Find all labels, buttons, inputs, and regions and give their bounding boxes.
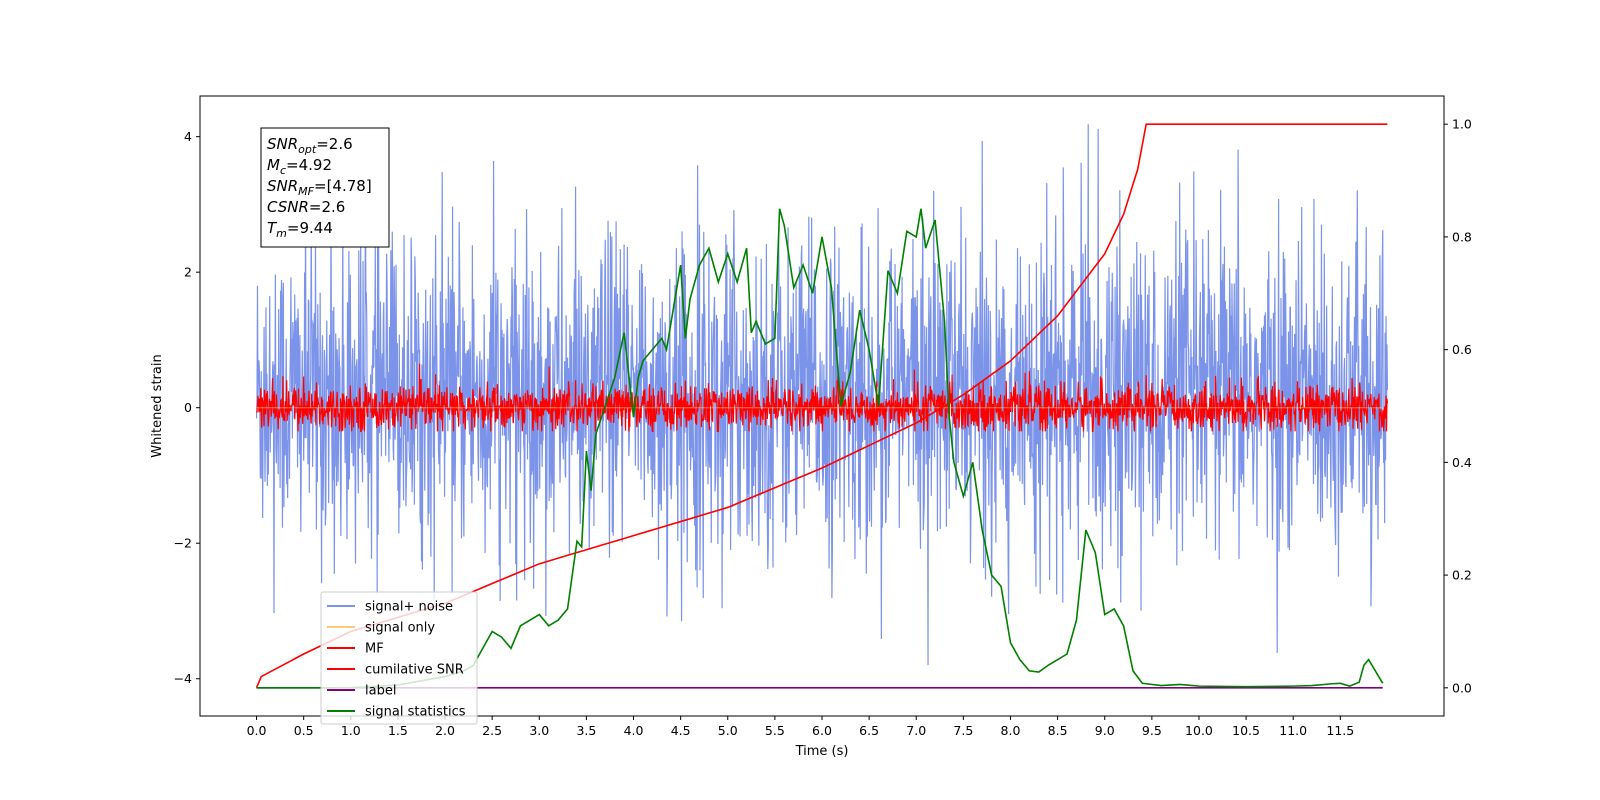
x-tick-label: 7.0 xyxy=(906,723,926,738)
x-tick-label: 6.5 xyxy=(859,723,879,738)
y-left-tick-label: −2 xyxy=(174,536,192,551)
series-signal-statistics xyxy=(256,208,1384,689)
annotation-line: CSNR=2.6 xyxy=(267,198,345,216)
x-tick-label: 2.5 xyxy=(482,723,502,738)
annotation-line: Mc=4.92 xyxy=(267,156,332,177)
y-right-tick-label: 0.8 xyxy=(1452,229,1472,244)
x-tick-label: 6.0 xyxy=(812,723,832,738)
x-tick-label: 2.0 xyxy=(435,723,455,738)
x-tick-label: 9.0 xyxy=(1095,723,1115,738)
x-tick-label: 7.5 xyxy=(953,723,973,738)
y-left-tick-label: 2 xyxy=(184,265,192,280)
y-right-tick-label: 1.0 xyxy=(1452,117,1472,132)
x-tick-label: 10.5 xyxy=(1232,723,1260,738)
y-right-tick-label: 0.2 xyxy=(1452,568,1472,583)
x-tick-label: 4.5 xyxy=(671,723,691,738)
x-tick-label: 0.5 xyxy=(294,723,314,738)
x-tick-label: 3.5 xyxy=(576,723,596,738)
y-axis-label: Whitened strain xyxy=(150,354,165,457)
legend-frame xyxy=(320,591,478,725)
legend-entry: signal only xyxy=(365,621,435,636)
x-tick-label: 5.5 xyxy=(765,723,785,738)
x-tick-label: 9.5 xyxy=(1142,723,1162,738)
legend: signal+ noise signal only MF cumilative SNR… xyxy=(320,591,478,725)
legend-entry: cumilative SNR xyxy=(365,663,464,678)
y-left-tick-label: 4 xyxy=(184,129,192,144)
annotation-frame xyxy=(260,127,390,248)
y-right-tick-label: 0.6 xyxy=(1452,342,1472,357)
legend-entry: signal statistics xyxy=(365,705,466,720)
x-tick-label: 8.0 xyxy=(1001,723,1021,738)
x-tick-label: 4.0 xyxy=(624,723,644,738)
x-tick-label: 11.5 xyxy=(1326,723,1354,738)
annotation-line: Tm=9.44 xyxy=(267,219,333,240)
annotation-line: SNRopt=2.6 xyxy=(267,135,353,156)
x-tick-label: 11.0 xyxy=(1279,723,1307,738)
x-tick-label: 1.5 xyxy=(388,723,408,738)
x-tick-label: 0.0 xyxy=(247,723,267,738)
x-tick-label: 1.0 xyxy=(341,723,361,738)
annotation-line: SNRMF=[4.78] xyxy=(267,177,372,198)
x-tick-label: 8.5 xyxy=(1048,723,1068,738)
legend-entry: label xyxy=(365,684,396,699)
y-left-tick-label: −4 xyxy=(174,671,192,686)
y-right-tick-label: 0.0 xyxy=(1452,680,1472,695)
x-tick-label: 3.0 xyxy=(529,723,549,738)
legend-entry: signal+ noise xyxy=(365,600,453,615)
legend-entry: MF xyxy=(365,642,384,657)
x-tick-label: 5.0 xyxy=(718,723,738,738)
y-right-tick-label: 0.4 xyxy=(1452,455,1472,470)
series-mf xyxy=(255,363,1389,433)
x-tick-label: 10.0 xyxy=(1185,723,1213,738)
x-axis-label: Time (s) xyxy=(795,744,849,759)
y-left-tick-label: 0 xyxy=(184,400,192,415)
